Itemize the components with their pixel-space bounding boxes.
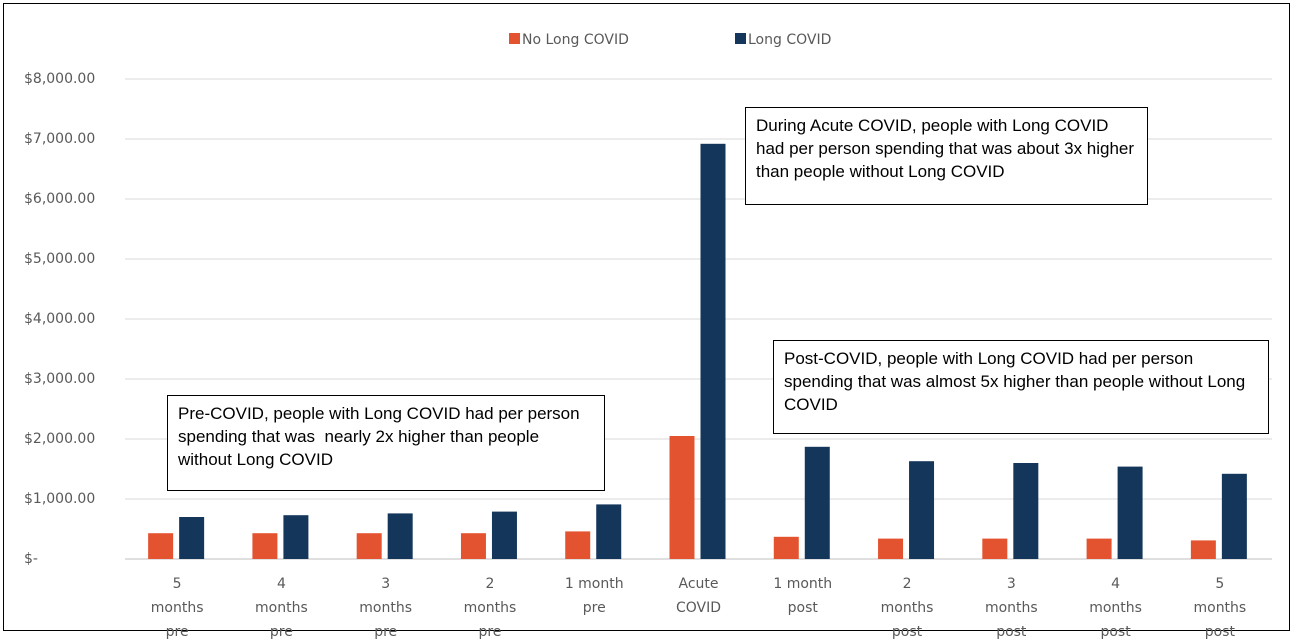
legend-swatch <box>509 33 520 44</box>
bar <box>565 531 591 559</box>
x-tick-label: 1 month pre <box>564 576 624 616</box>
annotation: Post-COVID, people with Long COVID had p… <box>773 340 1269 434</box>
y-tick-label: $2,000.00 <box>24 431 95 447</box>
bar <box>1221 473 1247 559</box>
x-tick-label: 5 months post <box>1193 576 1247 640</box>
bar <box>356 533 382 559</box>
chart-frame <box>3 3 1290 631</box>
bar <box>1190 540 1216 559</box>
bar <box>1117 466 1143 559</box>
bar <box>460 533 486 559</box>
bar <box>1086 538 1112 559</box>
bar <box>982 538 1008 559</box>
y-tick-label: $1,000.00 <box>24 491 95 507</box>
y-tick-label: $7,000.00 <box>24 131 95 147</box>
x-tick-label: Acute COVID <box>675 576 722 616</box>
annotation: During Acute COVID, people with Long COV… <box>745 107 1148 205</box>
legend-label: Long COVID <box>748 32 831 48</box>
y-tick-label: $4,000.00 <box>24 311 95 327</box>
x-tick-label: 2 months pre <box>463 576 517 640</box>
legend-swatch <box>735 33 746 44</box>
y-tick-label: $6,000.00 <box>24 191 95 207</box>
bar <box>491 511 517 559</box>
bar <box>878 538 904 559</box>
y-tick-label: $3,000.00 <box>24 371 95 387</box>
x-tick-label: 4 months pre <box>255 576 308 640</box>
bar <box>700 143 726 560</box>
x-tick-label: 4 months post <box>1089 576 1142 640</box>
bar <box>252 533 278 559</box>
y-tick-label: $5,000.00 <box>24 251 95 267</box>
y-tick-label: $8,000.00 <box>24 71 95 87</box>
annotation: Pre-COVID, people with Long COVID had pe… <box>167 395 605 491</box>
bar <box>773 536 799 559</box>
x-tick-label: 3 months post <box>984 576 1038 640</box>
bar <box>179 517 205 559</box>
x-tick-label: 5 months pre <box>150 576 204 640</box>
x-tick-label: 1 month post <box>773 576 833 616</box>
bar <box>804 446 830 559</box>
y-tick-label: $- <box>24 551 38 567</box>
x-tick-label: 2 months post <box>880 576 934 640</box>
x-tick-label: 3 months pre <box>359 576 413 640</box>
bar <box>283 515 309 559</box>
bar <box>387 513 413 559</box>
bar <box>1013 463 1039 559</box>
bar <box>669 436 695 559</box>
bar <box>148 533 174 559</box>
bar <box>909 461 935 559</box>
legend-label: No Long COVID <box>522 32 629 48</box>
bar <box>596 504 622 559</box>
